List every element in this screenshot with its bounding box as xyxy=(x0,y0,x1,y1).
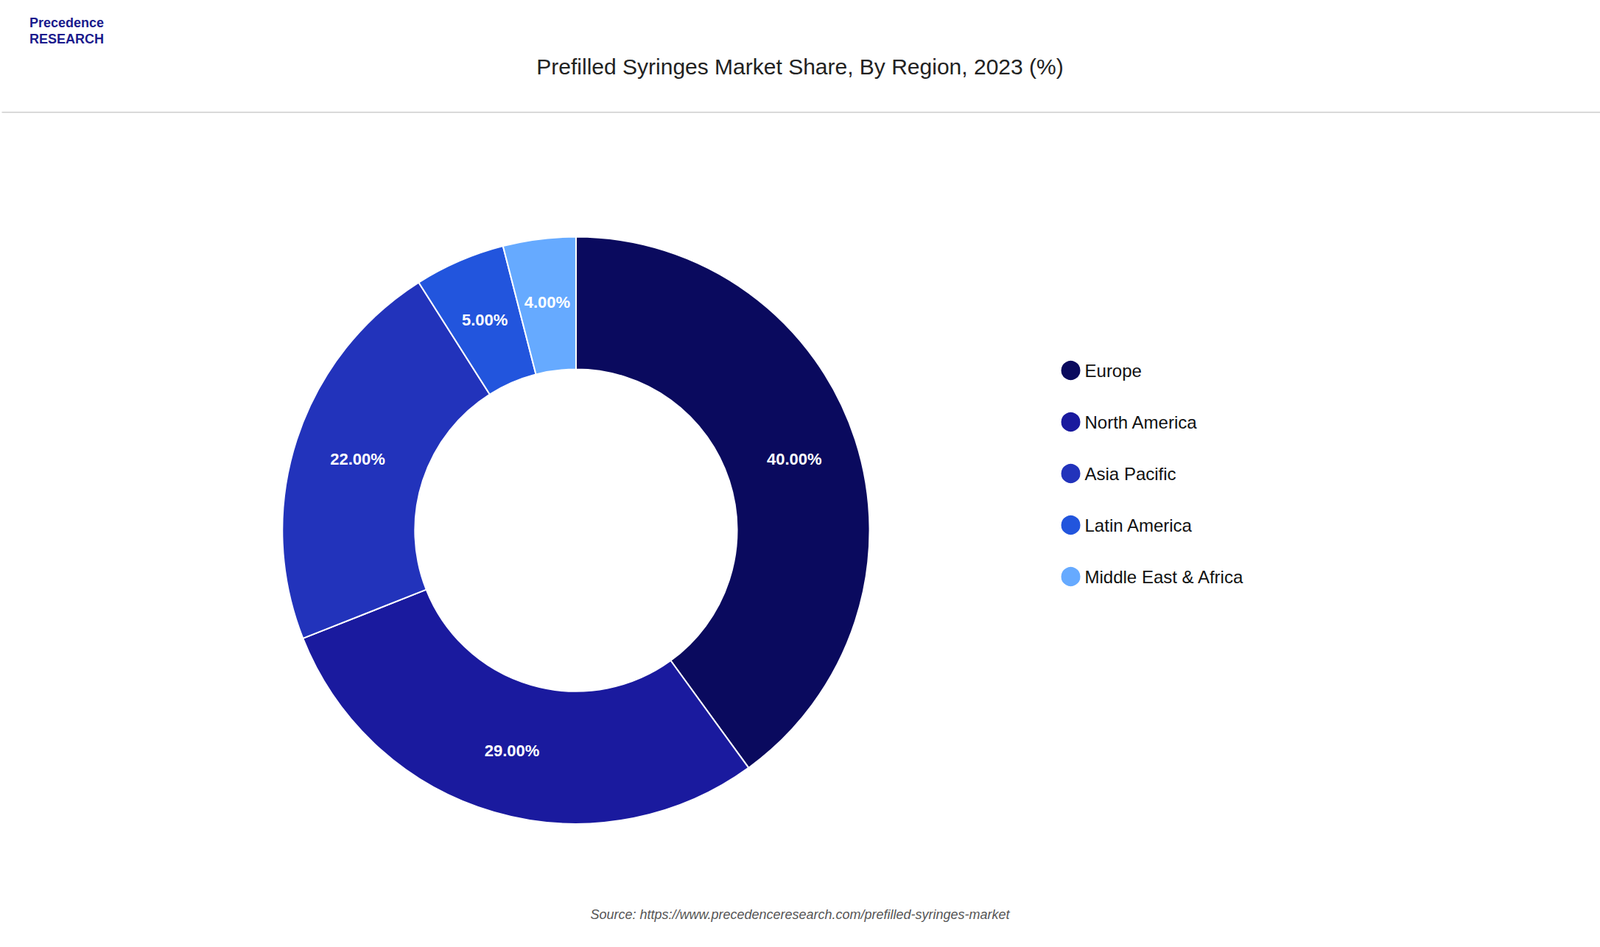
svg-text:Latin America: Latin America xyxy=(1085,515,1193,536)
svg-text:Middle East & Africa: Middle East & Africa xyxy=(1085,567,1244,588)
svg-text:Asia Pacific: Asia Pacific xyxy=(1085,464,1177,484)
svg-text:40.00%: 40.00% xyxy=(766,450,823,469)
svg-text:Precedence: Precedence xyxy=(29,15,104,31)
svg-text:Europe: Europe xyxy=(1085,360,1142,381)
svg-text:Prefilled Syringes Market Shar: Prefilled Syringes Market Share, By Regi… xyxy=(536,54,1063,79)
svg-text:Source: https://www.precedence: Source: https://www.precedenceresearch.c… xyxy=(590,907,1010,923)
svg-text:RESEARCH: RESEARCH xyxy=(29,31,104,47)
svg-text:North America: North America xyxy=(1085,412,1198,433)
svg-text:22.00%: 22.00% xyxy=(330,450,386,469)
svg-text:29.00%: 29.00% xyxy=(484,741,540,761)
svg-text:5.00%: 5.00% xyxy=(461,310,508,330)
svg-text:4.00%: 4.00% xyxy=(524,293,571,312)
